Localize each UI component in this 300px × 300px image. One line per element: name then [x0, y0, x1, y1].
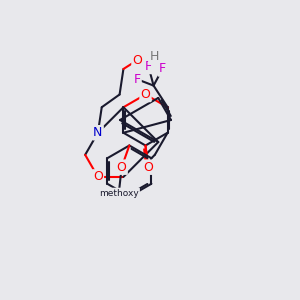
Text: F: F [134, 73, 140, 86]
Text: F: F [159, 62, 166, 76]
Text: O: O [133, 54, 142, 67]
Text: O: O [93, 170, 103, 183]
Text: methoxy: methoxy [99, 189, 139, 198]
Text: O: O [117, 161, 127, 174]
Text: H: H [149, 50, 159, 63]
Text: N: N [93, 126, 103, 139]
Text: F: F [145, 60, 152, 73]
Text: O: O [141, 88, 150, 101]
Text: O: O [143, 161, 153, 174]
